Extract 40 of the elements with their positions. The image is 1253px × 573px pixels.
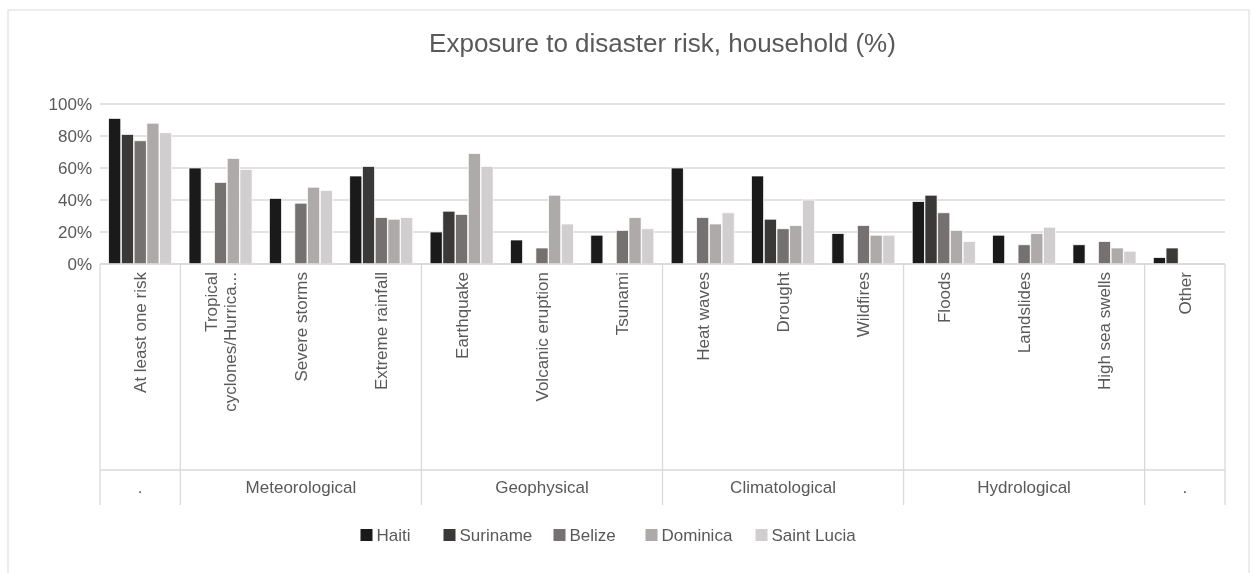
x-tick-label: Drought (773, 271, 793, 333)
y-tick-label: 20% (57, 222, 92, 242)
x-tick-label: Landslides (1015, 272, 1035, 354)
y-tick-label: 80% (57, 126, 92, 146)
text: Climatological (730, 478, 836, 498)
legend-label: Haiti (376, 525, 411, 545)
text: . (1182, 478, 1188, 498)
bar (992, 234, 1006, 265)
bar (1072, 244, 1086, 265)
bar (670, 167, 684, 265)
text: Meteorological (245, 478, 357, 498)
x-tick-label: Earthquake (452, 272, 472, 359)
x-tick-label: Tsunami (613, 272, 633, 336)
text: Geophysical (495, 478, 589, 498)
text: Hydrological (977, 478, 1071, 498)
bar (831, 233, 845, 265)
chart-title: Exposure to disaster risk, household (%) (429, 28, 896, 58)
x-tick-label: High sea swells (1095, 272, 1115, 391)
x-tick-label: Volcanic eruption (532, 272, 552, 402)
x-tick-label: Floods (934, 272, 954, 324)
x-tick-label: Severe storms (291, 272, 311, 382)
x-tick-label: Other (1175, 271, 1195, 315)
legend-label: Dominica (661, 525, 733, 545)
x-tick-label: At least one risk (131, 271, 151, 393)
bar (510, 239, 523, 265)
x-tick-label: Wildfires (854, 272, 874, 338)
y-tick-label: 0% (67, 254, 92, 274)
text: . (137, 478, 143, 498)
x-tick-label: Heat waves (693, 272, 713, 361)
legend-label: Belize (569, 525, 616, 545)
y-tick-label: 40% (57, 190, 92, 210)
bar (590, 234, 604, 265)
x-tick-label: Extreme rainfall (372, 272, 392, 391)
y-tick-label: 100% (48, 94, 92, 114)
legend-label: Saint Lucia (771, 525, 857, 545)
legend-label: Suriname (459, 525, 533, 545)
bar (188, 167, 202, 265)
x-tick-label: Tropical cyclones/Hurrica... (201, 272, 240, 412)
y-tick-label: 60% (57, 158, 92, 178)
bar (269, 198, 282, 265)
